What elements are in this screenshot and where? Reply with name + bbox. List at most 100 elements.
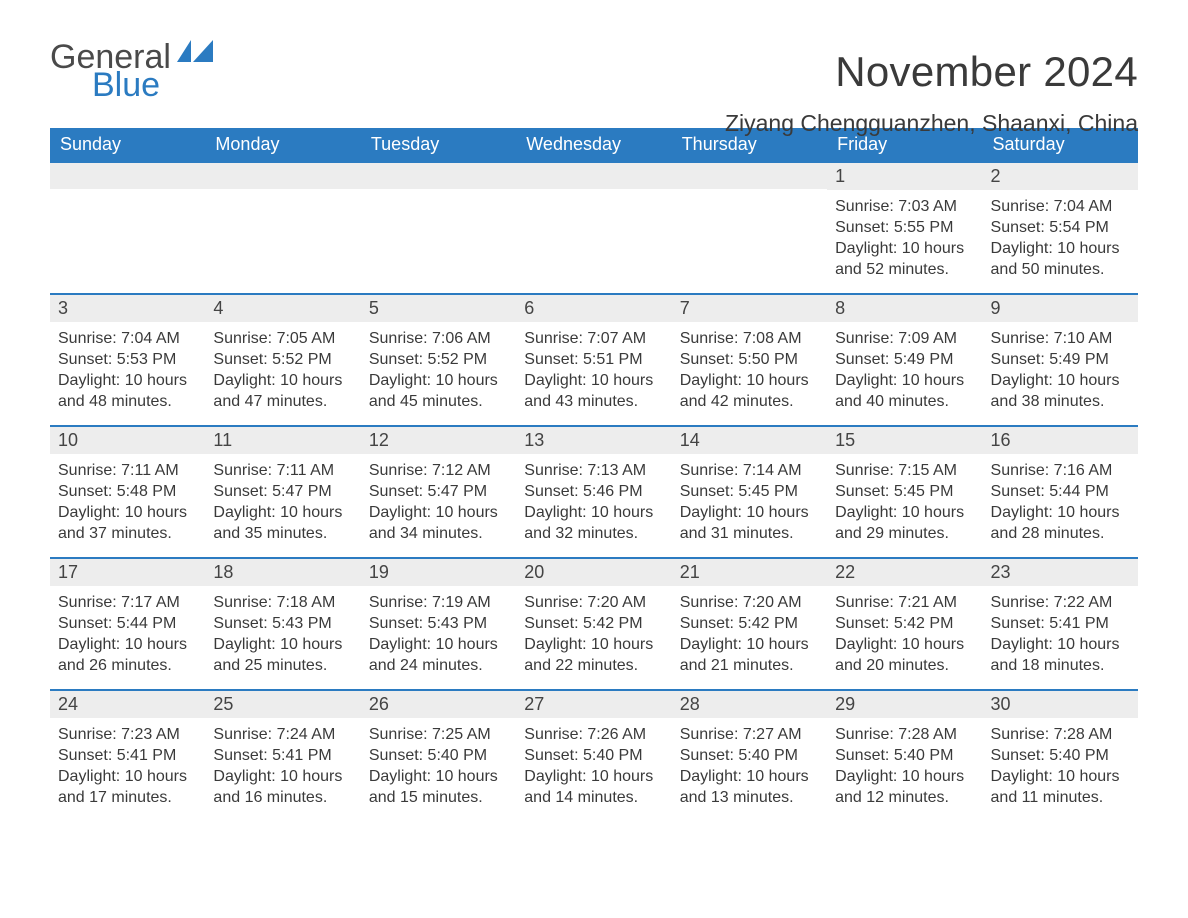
day-dl1: Daylight: 10 hours [58, 634, 197, 655]
day-dl1: Daylight: 10 hours [680, 634, 819, 655]
day-dl2: and 50 minutes. [991, 259, 1130, 280]
day-dl1: Daylight: 10 hours [991, 634, 1130, 655]
day-sunrise: Sunrise: 7:28 AM [835, 724, 974, 745]
location-subtitle: Ziyang Chengguanzhen, Shaanxi, China [725, 110, 1138, 137]
day-dl2: and 37 minutes. [58, 523, 197, 544]
day-dl2: and 43 minutes. [524, 391, 663, 412]
day-number: 8 [827, 293, 982, 322]
day-details: Sunrise: 7:12 AMSunset: 5:47 PMDaylight:… [361, 454, 516, 548]
calendar-day-cell: 19Sunrise: 7:19 AMSunset: 5:43 PMDayligh… [361, 557, 516, 689]
day-details: Sunrise: 7:19 AMSunset: 5:43 PMDaylight:… [361, 586, 516, 680]
calendar-day-cell: 11Sunrise: 7:11 AMSunset: 5:47 PMDayligh… [205, 425, 360, 557]
calendar-week-row: 1Sunrise: 7:03 AMSunset: 5:55 PMDaylight… [50, 161, 1138, 293]
day-number: 18 [205, 557, 360, 586]
day-sunset: Sunset: 5:44 PM [58, 613, 197, 634]
calendar-day-cell: 21Sunrise: 7:20 AMSunset: 5:42 PMDayligh… [672, 557, 827, 689]
calendar-week-row: 17Sunrise: 7:17 AMSunset: 5:44 PMDayligh… [50, 557, 1138, 689]
day-number: 23 [983, 557, 1138, 586]
day-dl1: Daylight: 10 hours [213, 502, 352, 523]
day-dl1: Daylight: 10 hours [58, 370, 197, 391]
day-sunset: Sunset: 5:52 PM [213, 349, 352, 370]
day-dl2: and 28 minutes. [991, 523, 1130, 544]
day-number: 20 [516, 557, 671, 586]
day-sunset: Sunset: 5:40 PM [369, 745, 508, 766]
day-dl1: Daylight: 10 hours [835, 766, 974, 787]
day-details: Sunrise: 7:07 AMSunset: 5:51 PMDaylight:… [516, 322, 671, 416]
day-dl1: Daylight: 10 hours [835, 370, 974, 391]
day-sunrise: Sunrise: 7:03 AM [835, 196, 974, 217]
day-dl1: Daylight: 10 hours [369, 370, 508, 391]
day-number-bar [361, 161, 516, 189]
weekday-header: Wednesday [516, 128, 671, 161]
day-dl2: and 42 minutes. [680, 391, 819, 412]
day-sunrise: Sunrise: 7:06 AM [369, 328, 508, 349]
day-sunrise: Sunrise: 7:20 AM [680, 592, 819, 613]
day-sunrise: Sunrise: 7:04 AM [991, 196, 1130, 217]
day-sunset: Sunset: 5:45 PM [835, 481, 974, 502]
day-sunset: Sunset: 5:54 PM [991, 217, 1130, 238]
day-dl1: Daylight: 10 hours [58, 766, 197, 787]
calendar-day-cell: 15Sunrise: 7:15 AMSunset: 5:45 PMDayligh… [827, 425, 982, 557]
day-details: Sunrise: 7:28 AMSunset: 5:40 PMDaylight:… [983, 718, 1138, 812]
day-details: Sunrise: 7:11 AMSunset: 5:47 PMDaylight:… [205, 454, 360, 548]
day-dl2: and 21 minutes. [680, 655, 819, 676]
day-sunset: Sunset: 5:41 PM [213, 745, 352, 766]
day-number: 17 [50, 557, 205, 586]
day-number: 11 [205, 425, 360, 454]
day-dl1: Daylight: 10 hours [369, 634, 508, 655]
day-sunset: Sunset: 5:49 PM [835, 349, 974, 370]
calendar-day-cell: 10Sunrise: 7:11 AMSunset: 5:48 PMDayligh… [50, 425, 205, 557]
day-number: 3 [50, 293, 205, 322]
day-dl2: and 26 minutes. [58, 655, 197, 676]
day-sunset: Sunset: 5:43 PM [369, 613, 508, 634]
day-number: 12 [361, 425, 516, 454]
day-sunset: Sunset: 5:46 PM [524, 481, 663, 502]
day-dl1: Daylight: 10 hours [524, 502, 663, 523]
day-number: 9 [983, 293, 1138, 322]
day-dl1: Daylight: 10 hours [369, 502, 508, 523]
day-sunset: Sunset: 5:42 PM [524, 613, 663, 634]
day-dl1: Daylight: 10 hours [213, 766, 352, 787]
calendar-day-cell: 14Sunrise: 7:14 AMSunset: 5:45 PMDayligh… [672, 425, 827, 557]
day-details: Sunrise: 7:21 AMSunset: 5:42 PMDaylight:… [827, 586, 982, 680]
calendar-day-cell: 29Sunrise: 7:28 AMSunset: 5:40 PMDayligh… [827, 689, 982, 821]
calendar-day-cell: 30Sunrise: 7:28 AMSunset: 5:40 PMDayligh… [983, 689, 1138, 821]
day-number: 13 [516, 425, 671, 454]
day-dl1: Daylight: 10 hours [835, 238, 974, 259]
day-details: Sunrise: 7:27 AMSunset: 5:40 PMDaylight:… [672, 718, 827, 812]
calendar-day-cell: 3Sunrise: 7:04 AMSunset: 5:53 PMDaylight… [50, 293, 205, 425]
day-number: 2 [983, 161, 1138, 190]
day-dl2: and 15 minutes. [369, 787, 508, 808]
day-sunrise: Sunrise: 7:18 AM [213, 592, 352, 613]
day-dl1: Daylight: 10 hours [213, 370, 352, 391]
day-number: 21 [672, 557, 827, 586]
day-dl2: and 25 minutes. [213, 655, 352, 676]
day-number: 1 [827, 161, 982, 190]
calendar-day-cell [672, 161, 827, 293]
day-details: Sunrise: 7:08 AMSunset: 5:50 PMDaylight:… [672, 322, 827, 416]
month-title: November 2024 [725, 48, 1138, 96]
day-dl1: Daylight: 10 hours [524, 634, 663, 655]
day-details: Sunrise: 7:05 AMSunset: 5:52 PMDaylight:… [205, 322, 360, 416]
day-sunrise: Sunrise: 7:13 AM [524, 460, 663, 481]
day-dl2: and 29 minutes. [835, 523, 974, 544]
day-sunset: Sunset: 5:40 PM [835, 745, 974, 766]
day-dl2: and 35 minutes. [213, 523, 352, 544]
day-number: 16 [983, 425, 1138, 454]
day-dl2: and 38 minutes. [991, 391, 1130, 412]
calendar-week-row: 10Sunrise: 7:11 AMSunset: 5:48 PMDayligh… [50, 425, 1138, 557]
calendar-day-cell [361, 161, 516, 293]
day-sunset: Sunset: 5:43 PM [213, 613, 352, 634]
day-dl1: Daylight: 10 hours [991, 238, 1130, 259]
day-number: 5 [361, 293, 516, 322]
calendar-day-cell: 1Sunrise: 7:03 AMSunset: 5:55 PMDaylight… [827, 161, 982, 293]
day-details: Sunrise: 7:24 AMSunset: 5:41 PMDaylight:… [205, 718, 360, 812]
day-details: Sunrise: 7:04 AMSunset: 5:53 PMDaylight:… [50, 322, 205, 416]
day-sunset: Sunset: 5:42 PM [835, 613, 974, 634]
calendar-day-cell: 9Sunrise: 7:10 AMSunset: 5:49 PMDaylight… [983, 293, 1138, 425]
day-dl2: and 24 minutes. [369, 655, 508, 676]
day-sunset: Sunset: 5:47 PM [213, 481, 352, 502]
day-dl2: and 18 minutes. [991, 655, 1130, 676]
day-sunrise: Sunrise: 7:04 AM [58, 328, 197, 349]
day-dl2: and 17 minutes. [58, 787, 197, 808]
